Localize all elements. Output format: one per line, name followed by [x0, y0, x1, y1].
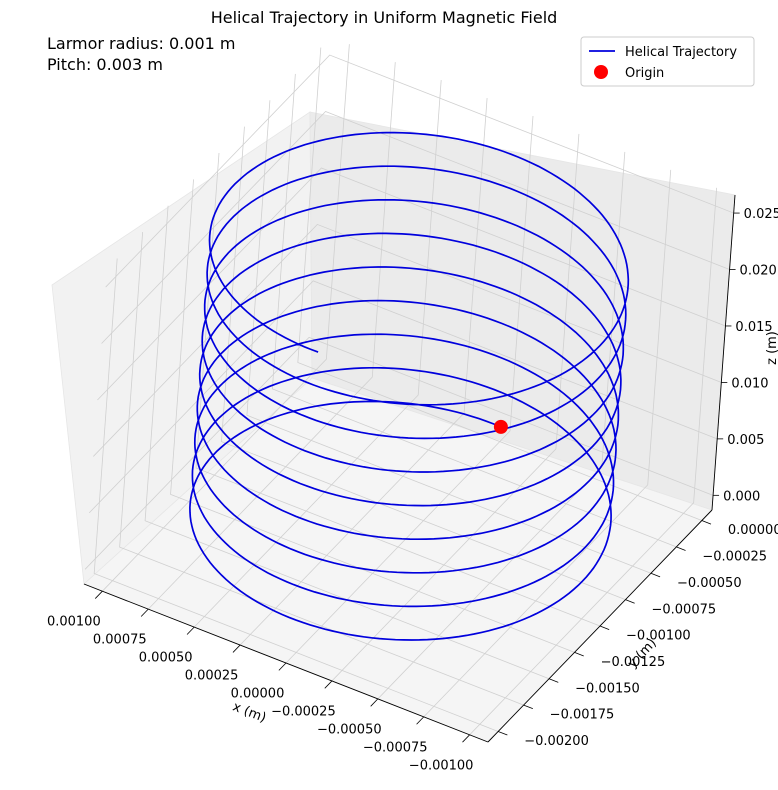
y-tick-mark — [548, 678, 559, 683]
y-tick-mark — [650, 572, 661, 578]
z-grid-line — [88, 280, 718, 514]
y-tick-mark — [676, 546, 686, 551]
axis-ticks: −0.00100 −0.00075 −0.00050 −0.00025 0.00000 0… — [47, 207, 778, 773]
legend: Helical Trajectory Origin — [580, 36, 755, 87]
y-tick-mark — [599, 625, 610, 630]
y-tick-label: 0.00000 — [728, 523, 778, 538]
x-tick-label: −0.00050 — [317, 722, 382, 737]
y-tick-mark — [574, 651, 584, 657]
x-tick-mark — [186, 626, 195, 635]
grid-lines — [84, 44, 734, 736]
x-tick-label: −0.00100 — [409, 758, 474, 773]
x-tick-label: −0.00025 — [271, 704, 336, 719]
y-tick-label: −0.00175 — [550, 708, 615, 723]
x-tick-label: 0.00075 — [93, 633, 147, 648]
y-grid-line — [170, 179, 575, 653]
z-axis-line — [711, 194, 736, 511]
z-tick-label: 0.005 — [727, 433, 764, 448]
x-grid-line — [423, 169, 672, 718]
z-axis-label: z (m) — [765, 331, 778, 365]
x-tick-mark — [416, 716, 425, 725]
x-axis-label: x (m) — [230, 700, 268, 726]
x-grid-line — [102, 44, 350, 592]
x-tick-label: 0.00025 — [185, 669, 239, 684]
x-tick-label: 0.00100 — [47, 615, 101, 630]
z-tick-label: 0.010 — [731, 376, 768, 391]
x-grid-line — [331, 133, 580, 682]
x-grid-line — [469, 187, 718, 736]
legend-label-trajectory: Helical Trajectory — [625, 45, 737, 60]
y-grid-line — [246, 100, 652, 574]
y-tick-label: −0.00050 — [677, 576, 742, 591]
x-tick-mark — [462, 734, 470, 743]
y-tick-label: −0.00150 — [575, 681, 640, 696]
y-tick-label: −0.00200 — [524, 734, 589, 749]
larmor-radius-annotation: Larmor radius: 0.001 m — [47, 34, 235, 53]
y-tick-label: −0.00025 — [702, 550, 767, 565]
z-tick-label: 0.020 — [740, 264, 777, 279]
y-tick-label: −0.00125 — [601, 655, 666, 670]
x-grid-line — [193, 80, 442, 628]
x-tick-mark — [232, 644, 241, 653]
x-tick-label: 0.00050 — [139, 651, 193, 666]
y-grid-line — [144, 205, 550, 680]
z-tick-label: 0.000 — [723, 489, 760, 504]
legend-point-swatch — [594, 65, 608, 79]
origin-point — [493, 419, 508, 434]
x-tick-mark — [324, 680, 333, 689]
y-grid-line — [271, 73, 677, 548]
helical-trajectory-line — [189, 131, 630, 641]
z-grid-line — [97, 167, 726, 401]
z-grid-line — [105, 54, 734, 288]
y-grid-line — [119, 232, 524, 706]
x-tick-label: −0.00075 — [363, 740, 428, 755]
x-tick-label: 0.00000 — [231, 687, 285, 702]
x-tick-mark — [278, 662, 287, 671]
y-tick-mark — [523, 704, 533, 710]
y-tick-mark — [701, 520, 712, 525]
z-tick-label: 0.025 — [744, 207, 778, 222]
z-grid-line — [101, 111, 730, 344]
legend-box — [580, 36, 755, 87]
x-tick-mark — [140, 608, 149, 617]
chart-title: Helical Trajectory in Uniform Magnetic F… — [211, 8, 558, 27]
x-tick-mark — [94, 590, 103, 599]
x-grid-line — [147, 62, 396, 610]
x-grid-line — [285, 115, 534, 664]
y-tick-mark — [498, 731, 508, 736]
axes-panes — [51, 111, 736, 743]
x-tick-mark — [370, 698, 379, 707]
z-grid-line — [93, 223, 722, 457]
legend-label-origin: Origin — [625, 66, 664, 81]
y-tick-mark — [625, 599, 635, 604]
y-tick-label: −0.00075 — [651, 602, 716, 617]
y-tick-label: −0.00100 — [626, 629, 691, 644]
pitch-annotation: Pitch: 0.003 m — [47, 55, 163, 74]
x-grid-line — [239, 98, 488, 646]
y-grid-line — [93, 258, 499, 732]
z-tick-label: 0.015 — [735, 320, 772, 335]
y-grid-line — [221, 126, 626, 601]
